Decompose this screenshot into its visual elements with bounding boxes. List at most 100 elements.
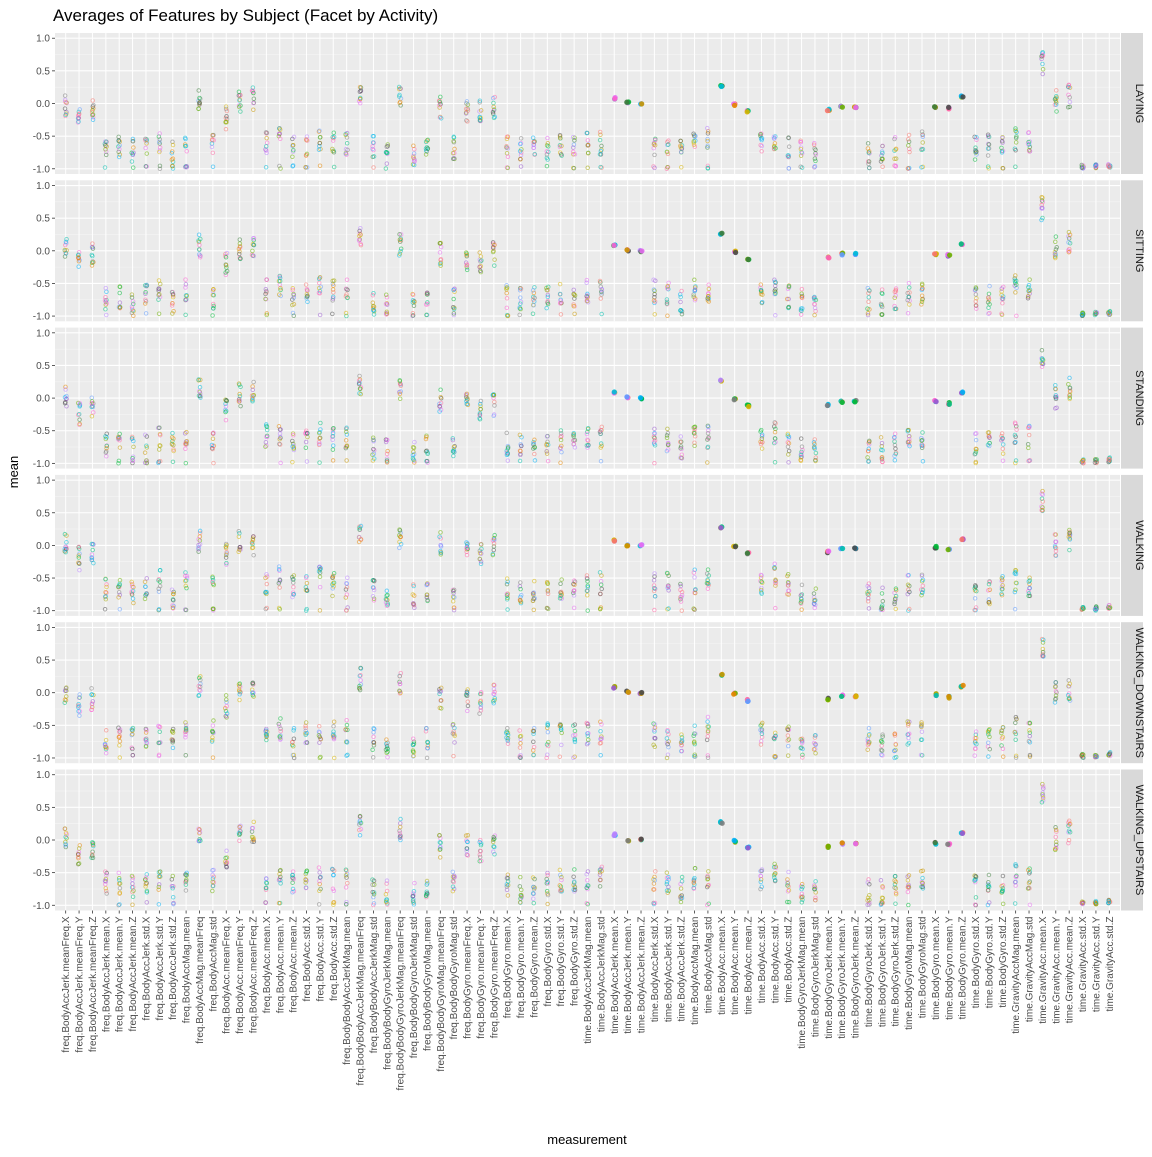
- x-tick-label: time.BodyAccJerk.mean.Y: [623, 916, 634, 1034]
- x-tick-label: freq.BodyBodyAccJerkMag.meanFreq: [356, 917, 367, 1086]
- data-point: [825, 108, 829, 112]
- data-point: [612, 243, 616, 247]
- y-tick-label: -0.5: [33, 721, 51, 732]
- x-tick-label: time.BodyGyroJerk.std.X: [864, 916, 875, 1027]
- x-tick-label: freq.BodyBodyGyroJerkMag.meanFreq: [396, 917, 407, 1091]
- x-tick-label: time.BodyAccMag.std: [703, 917, 714, 1014]
- y-tick-label: 0.5: [36, 656, 50, 667]
- data-point: [732, 398, 736, 402]
- data-point: [612, 686, 616, 690]
- data-point: [932, 105, 936, 109]
- x-tick-label: freq.BodyGyro.std.Y: [556, 916, 567, 1006]
- data-point: [826, 697, 830, 701]
- data-point: [852, 546, 856, 550]
- x-tick-label: time.BodyAccJerkMag.mean: [583, 917, 594, 1044]
- data-point: [745, 551, 749, 555]
- x-tick-label: freq.BodyAcc.mean.X: [262, 916, 273, 1013]
- data-point: [947, 253, 951, 257]
- data-point: [946, 842, 950, 846]
- facet-strip-label: LAYING: [1133, 84, 1145, 124]
- x-tick-label: time.BodyAcc.std.X: [757, 916, 768, 1003]
- y-tick-label: 0.0: [36, 688, 50, 699]
- x-tick-label: time.BodyGyroJerk.mean.Z: [851, 917, 862, 1039]
- x-tick-label: time.BodyGyro.mean.X: [931, 916, 942, 1020]
- x-tick-label: time.BodyAccJerk.std.X: [650, 916, 661, 1022]
- x-tick-label: freq.BodyAccMag.std: [208, 917, 219, 1012]
- data-point: [960, 390, 964, 394]
- facet-panels: 1.0 0.5 0.0 -0.5 -1.0 LAYING 1.0 0.5 0.0 -0.5 -1.0…: [33, 33, 1145, 912]
- data-point: [719, 84, 723, 88]
- y-tick-label: -1.0: [33, 753, 51, 764]
- x-tick-label: freq.BodyGyro.mean.X: [503, 916, 514, 1018]
- data-point: [746, 257, 750, 261]
- x-tick-label: time.BodyGyroJerkMag.std: [810, 917, 821, 1038]
- y-tick-label: -0.5: [33, 574, 51, 585]
- data-point: [640, 249, 644, 253]
- x-tick-label: freq.BodyBodyGyroMag.std: [449, 917, 460, 1040]
- x-tick-label: time.BodyAccJerk.std.Y: [663, 916, 674, 1022]
- x-tick-label: time.BodyAcc.mean.Y: [730, 916, 741, 1015]
- data-point: [934, 399, 938, 403]
- x-tick-label: time.BodyAcc.mean.Z: [744, 917, 755, 1015]
- x-tick-label: time.BodyGyroMag.std: [917, 917, 928, 1019]
- facet-strip-label: WALKING: [1133, 520, 1145, 570]
- y-tick-label: -1.0: [33, 901, 51, 912]
- x-tick-label: freq.BodyAcc.std.X: [302, 916, 313, 1001]
- x-tick-label: freq.BodyAcc.meanFreq.Z: [249, 917, 260, 1034]
- y-tick-label: 0.0: [36, 541, 50, 552]
- data-point: [639, 690, 643, 694]
- x-tick-label: time.BodyGyro.mean.Z: [958, 917, 969, 1020]
- data-point: [839, 694, 843, 698]
- data-point: [732, 692, 736, 696]
- x-tick-label: time.BodyGyro.std.Y: [984, 916, 995, 1008]
- x-tick-label: freq.BodyGyro.meanFreq.Z: [489, 917, 500, 1039]
- x-tick-label: time.BodyGyroJerkMag.mean: [797, 917, 808, 1049]
- data-point: [625, 544, 629, 548]
- y-tick-label: 1.0: [36, 623, 50, 634]
- facet-strip-label: WALKING_UPSTAIRS: [1133, 785, 1145, 896]
- data-point: [745, 110, 749, 114]
- data-point: [719, 526, 723, 530]
- y-tick-label: 0.5: [36, 214, 50, 225]
- data-point: [625, 395, 629, 399]
- x-tick-label: freq.BodyAccMag.meanFreq: [195, 917, 206, 1044]
- data-point: [853, 842, 857, 846]
- data-point: [718, 378, 722, 382]
- x-tick-label: time.BodyAccMag.mean: [690, 917, 701, 1025]
- y-tick-label: 1.0: [36, 34, 50, 45]
- data-point: [720, 231, 724, 235]
- x-tick-label: freq.BodyBodyGyroJerkMag.mean: [382, 917, 393, 1070]
- data-point: [746, 404, 750, 408]
- data-point: [639, 102, 643, 106]
- data-point: [733, 250, 737, 254]
- y-tick-label: -1.0: [33, 459, 51, 470]
- y-tick-label: 0.0: [36, 836, 50, 847]
- y-tick-label: 0.0: [36, 99, 50, 110]
- y-tick-label: -0.5: [33, 868, 51, 879]
- data-point: [612, 390, 616, 394]
- y-tick-label: 0.0: [36, 246, 50, 257]
- chart-title: Averages of Features by Subject (Facet b…: [53, 6, 438, 25]
- data-point: [732, 838, 736, 842]
- x-tick-label: freq.BodyBodyAccJerkMag.mean: [342, 917, 353, 1065]
- data-point: [720, 672, 724, 676]
- x-tick-label: freq.BodyBodyAccJerkMag.std: [369, 917, 380, 1054]
- data-point: [854, 105, 858, 109]
- data-point: [961, 95, 965, 99]
- x-tick-label: freq.BodyAccJerk.meanFreq.Y: [75, 916, 86, 1052]
- x-tick-label: time.BodyGyro.mean.Y: [944, 916, 955, 1020]
- data-point: [827, 256, 831, 260]
- y-tick-label: 0.0: [36, 394, 50, 405]
- data-point: [960, 537, 964, 541]
- y-tick-label: 0.5: [36, 361, 50, 372]
- data-point: [625, 100, 629, 104]
- data-point: [626, 838, 630, 842]
- facet-strip-label: SITTING: [1133, 229, 1145, 272]
- x-tick-label: time.BodyAcc.std.Z: [784, 917, 795, 1003]
